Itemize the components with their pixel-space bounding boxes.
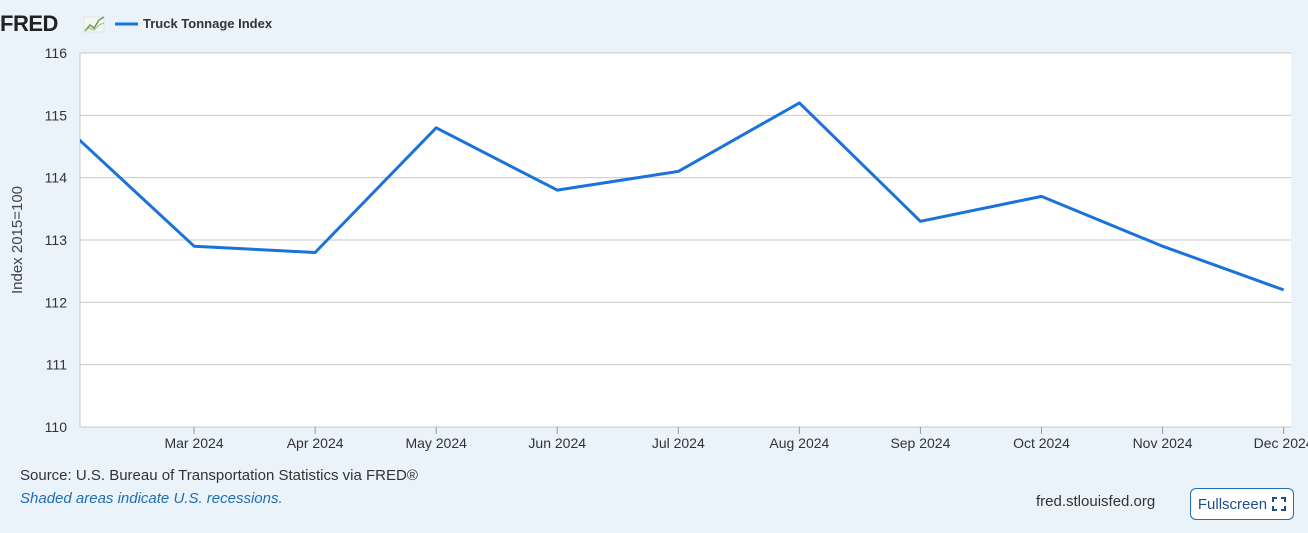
x-tick-label: Nov 2024: [1133, 435, 1193, 451]
x-tick-label: Oct 2024: [1013, 435, 1070, 451]
series-line: [80, 101, 1285, 292]
fred-logo-text: FRED: [0, 11, 58, 36]
data-point[interactable]: [796, 100, 802, 106]
x-tick-label: Jun 2024: [528, 435, 586, 451]
fullscreen-button[interactable]: Fullscreen: [1190, 488, 1294, 520]
data-point[interactable]: [1160, 243, 1166, 249]
x-tick-label: Sep 2024: [890, 435, 950, 451]
series-group: [70, 100, 1287, 293]
x-tick-label: Jul 2024: [652, 435, 705, 451]
x-tick-label: Mar 2024: [164, 435, 223, 451]
chart: FRED Truck Tonnage Index 110 111 112 113 114…: [0, 11, 1308, 451]
y-tick-label: 110: [45, 419, 68, 435]
site-link[interactable]: fred.stlouisfed.org: [1036, 493, 1156, 510]
data-point[interactable]: [70, 131, 76, 137]
recession-note: Shaded areas indicate U.S. recessions.: [20, 490, 283, 507]
y-tick-label: 116: [45, 45, 68, 61]
data-point[interactable]: [191, 243, 197, 249]
y-tick-label: 112: [45, 294, 68, 310]
data-point[interactable]: [554, 187, 560, 193]
legend-label: Truck Tonnage Index: [143, 16, 273, 31]
data-point[interactable]: [1281, 287, 1287, 293]
data-point[interactable]: [675, 168, 681, 174]
x-axis-ticks: Mar 2024 Apr 2024 May 2024 Jun 2024 Jul 2024…: [164, 427, 1308, 451]
y-axis-title: Index 2015=100: [9, 186, 26, 294]
data-point[interactable]: [1038, 193, 1044, 199]
y-tick-label: 114: [45, 170, 68, 186]
y-tick-label: 115: [45, 107, 68, 123]
y-tick-label: 111: [46, 357, 67, 373]
data-point[interactable]: [917, 218, 923, 224]
x-tick-label: Apr 2024: [287, 435, 344, 451]
x-tick-label: Dec 2024: [1254, 435, 1308, 451]
fullscreen-icon: [1272, 497, 1287, 511]
fred-logo-graph-icon: [83, 16, 105, 33]
legend[interactable]: Truck Tonnage Index: [115, 16, 273, 31]
data-point[interactable]: [433, 125, 439, 131]
y-tick-label: 113: [45, 232, 68, 248]
fred-logo[interactable]: FRED: [0, 11, 105, 36]
data-point[interactable]: [312, 249, 318, 255]
source-note: Source: U.S. Bureau of Transportation St…: [20, 467, 418, 484]
x-tick-label: May 2024: [405, 435, 467, 451]
fullscreen-label: Fullscreen: [1197, 495, 1268, 513]
grid: [79, 52, 1291, 428]
x-tick-label: Aug 2024: [769, 435, 829, 451]
y-axis-ticks: 110 111 112 113 114 115 116: [45, 45, 68, 435]
